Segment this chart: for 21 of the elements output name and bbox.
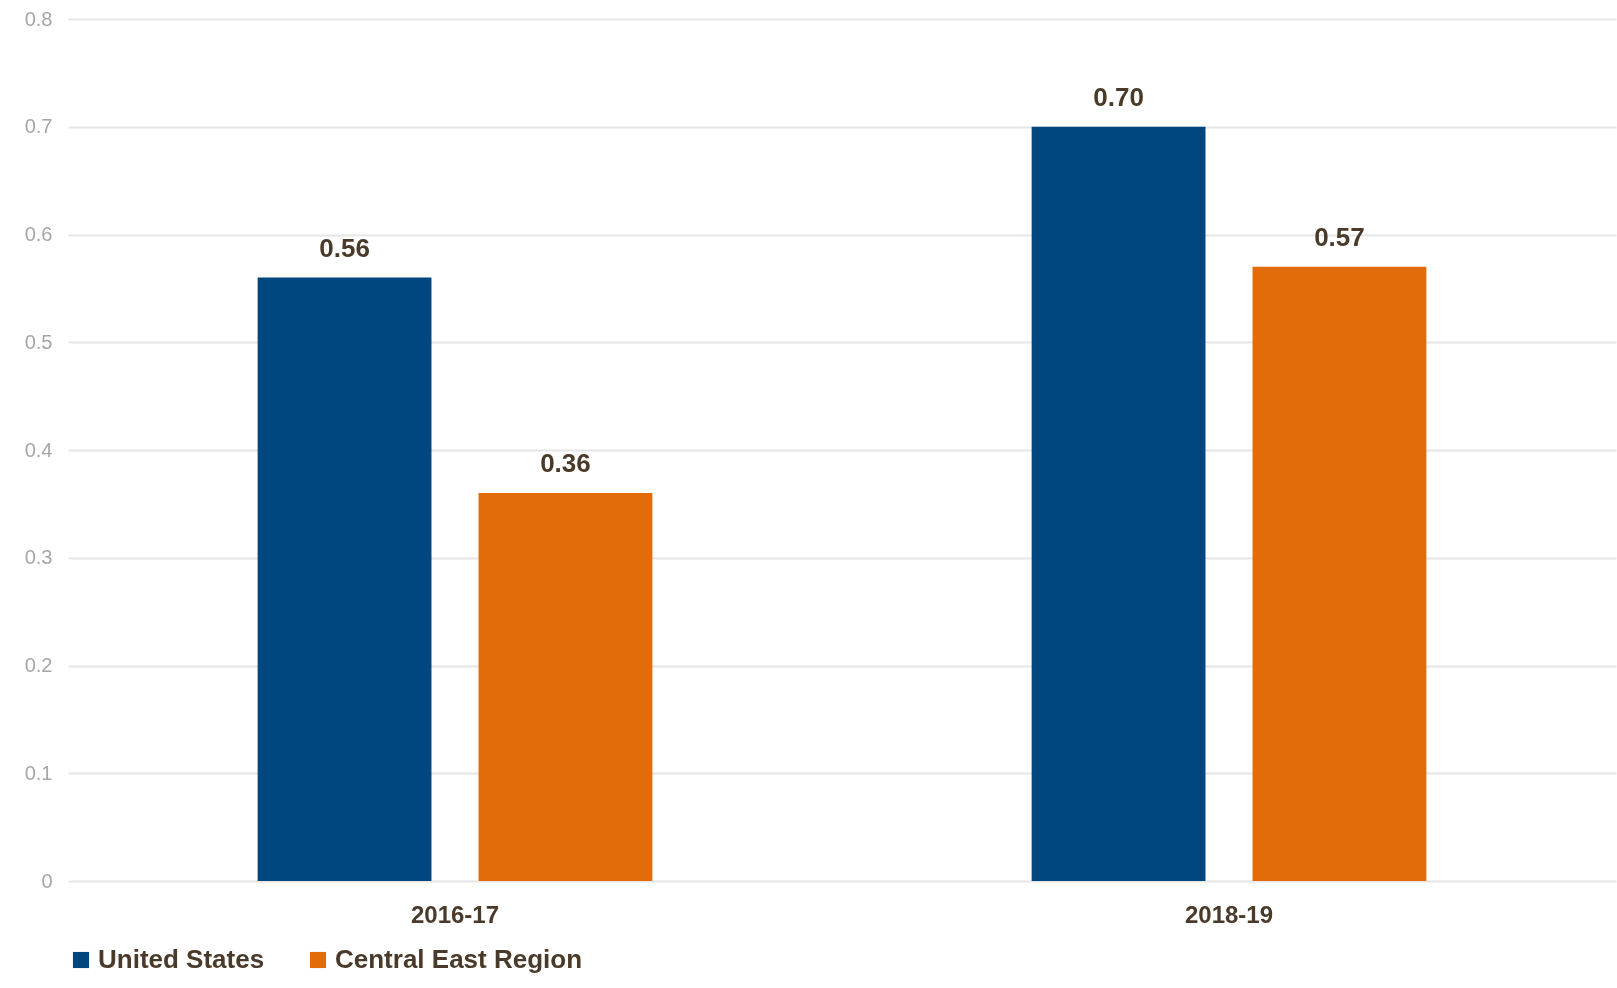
y-tick-label: 0.2 <box>24 654 53 676</box>
y-tick-label: 0.6 <box>24 223 53 245</box>
bar <box>257 277 432 881</box>
legend-label: United States <box>98 944 265 974</box>
y-tick-label: 0.7 <box>24 115 53 138</box>
bar <box>478 493 653 881</box>
bar <box>1031 126 1206 881</box>
y-tick-label: 0.3 <box>24 546 53 569</box>
x-tick-label: 2016-17 <box>410 900 500 928</box>
legend-label: Central East Region <box>335 944 583 974</box>
y-tick-label: 0.4 <box>24 438 53 461</box>
data-label: 0.57 <box>1314 221 1365 252</box>
bar <box>1252 266 1427 881</box>
y-tick-label: 0.8 <box>24 7 53 30</box>
y-tick-label: 0.1 <box>24 761 53 784</box>
y-tick-label: 0 <box>41 869 53 892</box>
x-tick-label: 2018-19 <box>1184 900 1274 928</box>
data-label: 0.56 <box>319 232 370 263</box>
y-tick-label: 0.5 <box>24 330 53 353</box>
data-label: 0.70 <box>1093 81 1144 112</box>
data-label: 0.36 <box>540 448 591 479</box>
